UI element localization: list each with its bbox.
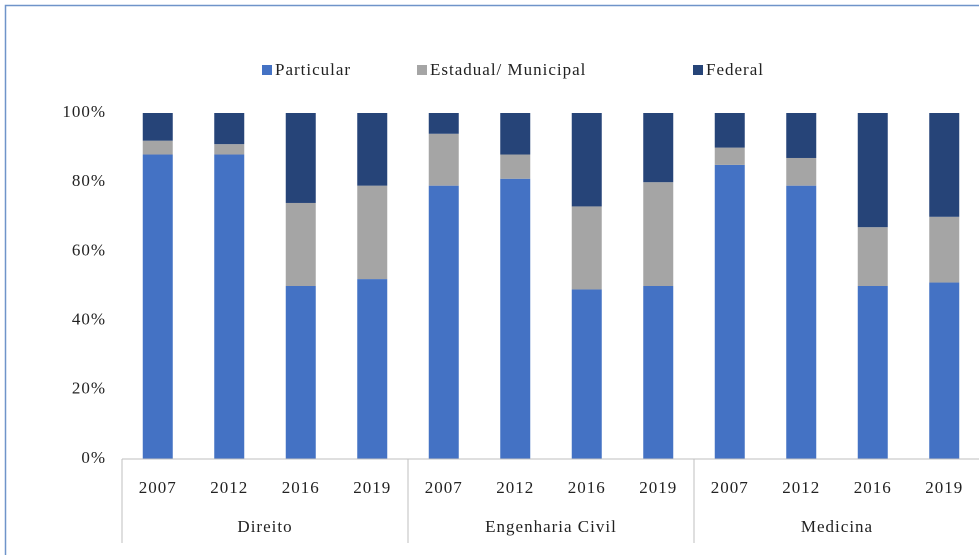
y-tick-label: 100% [62,102,106,121]
legend-swatch [417,65,427,75]
legend-label: Estadual/ Municipal [430,60,586,79]
bar-segment [786,185,817,459]
legend-label: Particular [275,60,351,79]
bar-segment [214,154,245,459]
y-tick-label: 40% [72,310,106,329]
x-tick-label: 2012 [782,478,820,497]
group-label: Medicina [801,517,873,536]
bar-segment [142,154,173,459]
bar-segment [500,178,531,460]
bar-segment [643,113,674,183]
group-label: Direito [237,517,292,536]
legend-label: Federal [706,60,764,79]
bar-segment [428,113,459,134]
bar-segment [285,113,316,203]
x-tick-label: 2007 [711,478,749,497]
bar-segment [857,113,888,228]
group-label: Engenharia Civil [485,517,617,536]
bar-segment [428,133,459,186]
bar-segment [643,286,674,459]
bar-segment [929,216,960,283]
bar-segment [357,279,388,459]
bar-segment [714,164,745,459]
y-tick-label: 80% [72,171,106,190]
bar-segment [786,113,817,158]
y-tick-label: 0% [81,448,106,467]
y-tick-label: 20% [72,379,106,398]
bar-segment [500,154,531,179]
x-tick-label: 2019 [925,478,963,497]
bar-segment [142,140,173,155]
bar-segment [714,113,745,148]
x-tick-label: 2007 [139,478,177,497]
x-tick-label: 2016 [282,478,320,497]
legend-swatch [262,65,272,75]
bar-segment [571,113,602,207]
bar-segment [857,286,888,459]
x-tick-label: 2016 [854,478,892,497]
bar-segment [285,286,316,459]
bar-segment [214,144,245,155]
bar-segment [857,227,888,286]
bar-segment [929,282,960,459]
bar-segment [214,113,245,145]
bar-segment [714,147,745,165]
bar-segment [357,113,388,186]
bar-segment [643,182,674,286]
bar-segment [571,289,602,459]
x-tick-label: 2016 [568,478,606,497]
bar-segment [142,113,173,141]
bar-segment [500,113,531,155]
x-tick-label: 2019 [639,478,677,497]
bar-segment [357,185,388,280]
bar-segment [285,202,316,286]
bar-segment [571,206,602,290]
bar-segment [929,113,960,217]
x-tick-label: 2012 [210,478,248,497]
y-tick-label: 60% [72,240,106,259]
bar-segment [428,185,459,459]
bar-segment [786,157,817,186]
x-tick-label: 2019 [353,478,391,497]
legend-swatch [693,65,703,75]
x-tick-label: 2007 [425,478,463,497]
x-tick-label: 2012 [496,478,534,497]
